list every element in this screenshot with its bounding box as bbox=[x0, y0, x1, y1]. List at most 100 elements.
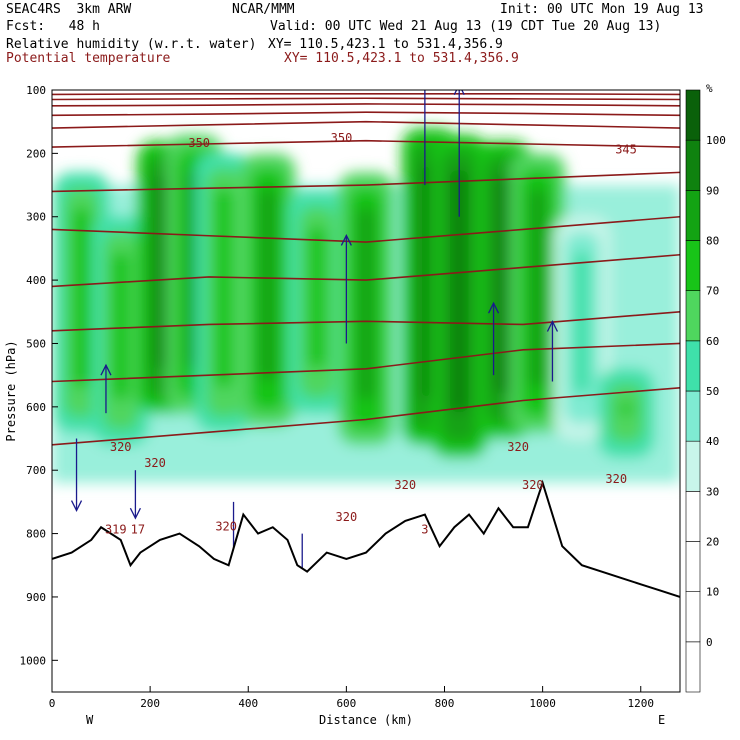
colorbar-cell bbox=[685, 89, 701, 141]
colorbar-cell bbox=[685, 491, 701, 542]
colorbar-cell bbox=[685, 641, 701, 693]
theta-label: 320 bbox=[394, 478, 416, 492]
theta-contour bbox=[52, 103, 680, 107]
rh-column-core bbox=[111, 251, 130, 400]
theta-contour bbox=[52, 310, 680, 332]
theta-label: 320 bbox=[605, 472, 627, 486]
theta-label: 320 bbox=[144, 456, 166, 470]
colorbar-label: 70 bbox=[706, 285, 719, 298]
theta-label: 320 bbox=[215, 519, 237, 533]
theta-label: 17 bbox=[131, 523, 145, 537]
init-label: Init: 00 UTC Mon 19 Aug 13 bbox=[500, 2, 704, 17]
theta-label: 320 bbox=[522, 478, 544, 492]
colorbar-cell bbox=[685, 390, 701, 442]
colorbar-cell bbox=[685, 290, 701, 342]
theta-contour bbox=[52, 215, 680, 243]
rh-blobs bbox=[52, 128, 680, 483]
theta-labels: 350 350 345 320 320 320 320 320 320 320 320 319 17 3 bbox=[105, 131, 637, 537]
y-tick-label: 900 bbox=[26, 591, 46, 604]
colorbar-cell bbox=[685, 440, 701, 492]
theta-label: 320 bbox=[507, 440, 529, 454]
wind-vector-head bbox=[70, 500, 83, 512]
theta-label: 320 bbox=[110, 440, 132, 454]
theta-contour bbox=[52, 253, 680, 288]
colorbar-label: 100 bbox=[706, 134, 726, 147]
field1-xy: XY= 110.5,423.1 to 531.4,356.9 bbox=[268, 37, 503, 52]
theta-label: 350 bbox=[331, 131, 353, 145]
theta-contours bbox=[52, 93, 680, 446]
wind-vector-head bbox=[340, 234, 352, 246]
colorbar-cell bbox=[685, 541, 701, 592]
theta-contour bbox=[52, 171, 680, 193]
y-tick-label: 700 bbox=[26, 464, 46, 477]
y-tick-label: 800 bbox=[26, 528, 46, 541]
colorbar: 0 10 20 30 40 50 60 70 80 90 100% bbox=[685, 82, 726, 693]
y-tick-label: 600 bbox=[26, 401, 46, 414]
colorbar-label: 80 bbox=[706, 235, 719, 248]
colorbar-label: 10 bbox=[706, 586, 719, 599]
x-tick-label: 0 bbox=[49, 697, 56, 710]
colorbar-cell bbox=[685, 139, 701, 191]
axes: 0 200 400 600 800 1000 1200 100 200 300 400 500 600 7… bbox=[4, 84, 665, 727]
x-tick-label: 600 bbox=[336, 697, 356, 710]
model-label: SEAC4RS 3km ARW bbox=[6, 2, 132, 17]
terrain-line bbox=[52, 479, 680, 598]
colorbar-label: 50 bbox=[706, 385, 719, 398]
theta-contour bbox=[52, 387, 680, 446]
theta-label: 3 bbox=[421, 523, 428, 537]
rh-column-core bbox=[214, 188, 233, 388]
plot-frame bbox=[51, 89, 681, 693]
wind-vector-head bbox=[129, 507, 141, 520]
colorbar-label: 0 bbox=[706, 636, 713, 649]
colorbar-label: 20 bbox=[706, 536, 719, 549]
colorbar-label: 30 bbox=[706, 485, 719, 498]
rh-column-core bbox=[617, 403, 636, 414]
theta-contour bbox=[52, 97, 680, 101]
y-tick-label: 500 bbox=[26, 337, 46, 350]
terrain-fill bbox=[52, 482, 680, 692]
colorbar-label: 40 bbox=[706, 435, 719, 448]
valid-time: Valid: 00 UTC Wed 21 Aug 13 (19 CDT Tue … bbox=[270, 19, 662, 34]
field1-name: Relative humidity (w.r.t. water) bbox=[6, 37, 257, 52]
x-tick-label: 1200 bbox=[628, 697, 655, 710]
y-axis-label: Pressure (hPa) bbox=[4, 340, 18, 441]
west-label: W bbox=[86, 713, 94, 727]
rh-column-core bbox=[72, 207, 91, 388]
field2-name: Potential temperature bbox=[6, 51, 171, 66]
theta-label: 350 bbox=[188, 136, 210, 150]
theta-label: 319 bbox=[105, 523, 127, 537]
theta-contour bbox=[52, 111, 680, 117]
theta-contour bbox=[52, 139, 680, 148]
theta-contour bbox=[52, 120, 680, 129]
colorbar-cell bbox=[685, 190, 701, 241]
y-tick-label: 100 bbox=[26, 84, 46, 97]
rh-column-core bbox=[494, 175, 513, 394]
x-tick-label: 200 bbox=[140, 697, 160, 710]
wind-vector-head bbox=[546, 320, 559, 332]
colorbar-label: 60 bbox=[706, 335, 719, 348]
theta-contour bbox=[52, 93, 680, 96]
east-label: E bbox=[658, 713, 665, 727]
y-tick-label: 300 bbox=[26, 211, 46, 224]
rh-column-core bbox=[450, 169, 469, 413]
y-tick-label: 200 bbox=[26, 147, 46, 160]
forecast-hour: Fcst: 48 h bbox=[6, 19, 100, 34]
rh-column-core bbox=[528, 188, 547, 388]
field2-xy: XY= 110.5,423.1 to 531.4,356.9 bbox=[284, 51, 519, 66]
rh-column-core bbox=[307, 226, 326, 369]
rh-column-core bbox=[258, 188, 277, 381]
colorbar-unit: % bbox=[706, 82, 713, 95]
x-tick-label: 800 bbox=[435, 697, 455, 710]
wind-vector-head bbox=[420, 65, 430, 75]
y-tick-label: 400 bbox=[26, 274, 46, 287]
x-tick-label: 400 bbox=[238, 697, 258, 710]
y-tick-label: 1000 bbox=[20, 654, 47, 667]
center-label: NCAR/MMM bbox=[232, 2, 295, 17]
colorbar-label: 90 bbox=[706, 184, 719, 197]
colorbar-cell bbox=[685, 591, 701, 643]
colorbar-cell bbox=[685, 240, 701, 291]
x-tick-label: 1000 bbox=[529, 697, 556, 710]
rh-column-core bbox=[357, 207, 375, 400]
wind-vector-head bbox=[100, 363, 112, 376]
